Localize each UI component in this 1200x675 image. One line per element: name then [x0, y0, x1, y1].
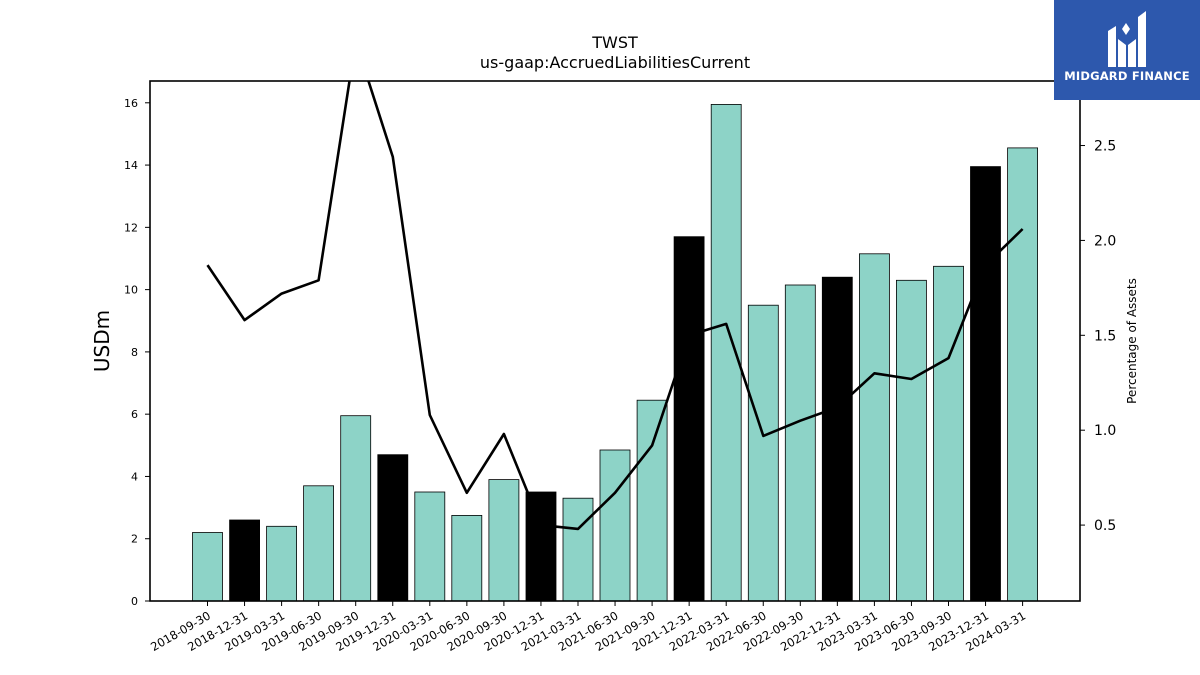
bar-2018-12-31 [229, 519, 261, 602]
bar-2019-09-30 [340, 415, 372, 602]
y-tick-label: 12 [124, 221, 138, 234]
bar-2019-06-30 [303, 485, 335, 602]
chart-subtitle: us-gaap:AccruedLiabilitiesCurrent [480, 53, 750, 72]
y-tick-label: 10 [124, 284, 138, 297]
chart-title: TWST [591, 33, 638, 52]
bar-2024-03-31 [1007, 147, 1038, 602]
y-tick-label: 6 [131, 408, 138, 421]
bar-2022-12-31 [821, 276, 853, 602]
brand-logo: MIDGARD FINANCE [1054, 0, 1200, 100]
bar-2021-06-30 [599, 449, 631, 602]
y2-tick-label: 0.5 [1094, 518, 1116, 534]
y2-tick-label: 2.5 [1094, 139, 1116, 155]
line-series [206, 81, 1024, 531]
bar-2023-06-30 [896, 279, 927, 602]
y-tick-label: 2 [131, 533, 138, 546]
bar-2020-12-31 [525, 491, 557, 602]
bar-2022-06-30 [747, 304, 779, 602]
y2-tick-label: 2.0 [1094, 233, 1116, 249]
y2-tick-label: 1.5 [1094, 328, 1116, 344]
bar-2019-03-31 [266, 525, 298, 602]
percentage-of-assets-line [206, 81, 1024, 531]
y-tick-label: 0 [131, 595, 138, 608]
brand-name: MIDGARD FINANCE [1064, 69, 1190, 83]
y-tick-label: 14 [124, 159, 138, 172]
bar-2022-09-30 [784, 284, 816, 602]
bar-2021-12-31 [673, 236, 705, 602]
bar-2023-12-31 [970, 166, 1001, 602]
midgard-logo-icon [1108, 11, 1146, 67]
bar-2019-12-31 [377, 454, 409, 602]
bar-2018-09-30 [192, 532, 223, 602]
y-axis-label: USDm [90, 310, 114, 372]
y-tick-label: 4 [131, 470, 138, 483]
bar-2021-09-30 [636, 399, 668, 602]
bar-2020-06-30 [451, 515, 483, 602]
bar-2023-03-31 [859, 253, 890, 602]
bar-series [192, 104, 1038, 602]
y2-axis-label: Percentage of Assets [1125, 278, 1139, 404]
y-tick-label: 16 [124, 97, 138, 110]
bar-2023-09-30 [933, 265, 964, 602]
y2-tick-label: 1.0 [1094, 423, 1116, 439]
bar-2020-09-30 [488, 479, 520, 602]
y-tick-label: 8 [131, 346, 138, 359]
bar-2021-03-31 [562, 497, 594, 602]
bar-2020-03-31 [414, 491, 446, 602]
